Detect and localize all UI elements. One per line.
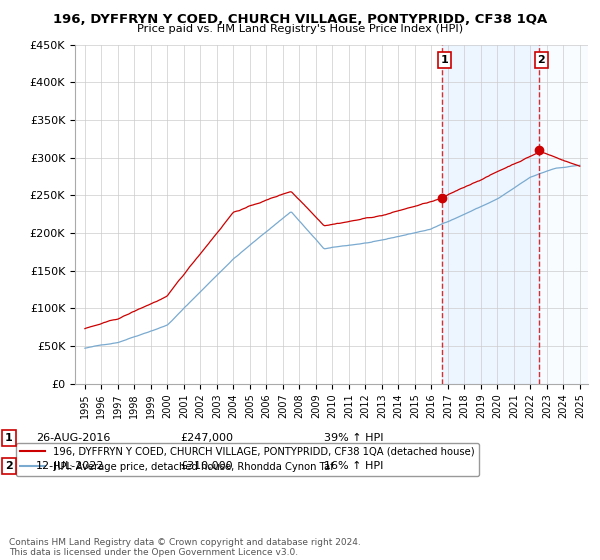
Text: 26-AUG-2016: 26-AUG-2016	[36, 433, 110, 443]
Legend: 196, DYFFRYN Y COED, CHURCH VILLAGE, PONTYPRIDD, CF38 1QA (detached house), HPI:: 196, DYFFRYN Y COED, CHURCH VILLAGE, PON…	[16, 443, 479, 476]
Text: £310,000: £310,000	[180, 461, 233, 471]
Text: 196, DYFFRYN Y COED, CHURCH VILLAGE, PONTYPRIDD, CF38 1QA: 196, DYFFRYN Y COED, CHURCH VILLAGE, PON…	[53, 13, 547, 26]
Text: £247,000: £247,000	[180, 433, 233, 443]
Text: 2: 2	[5, 461, 13, 471]
Bar	[442, 45, 539, 384]
Text: 12-JUL-2022: 12-JUL-2022	[36, 461, 104, 471]
Text: 1: 1	[5, 433, 13, 443]
Text: Price paid vs. HM Land Registry's House Price Index (HPI): Price paid vs. HM Land Registry's House …	[137, 24, 463, 34]
Text: 1: 1	[440, 55, 448, 65]
Text: Contains HM Land Registry data © Crown copyright and database right 2024.
This d: Contains HM Land Registry data © Crown c…	[9, 538, 361, 557]
Text: 39% ↑ HPI: 39% ↑ HPI	[324, 433, 383, 443]
Bar	[539, 45, 588, 384]
Bar	[539, 45, 588, 384]
Text: 2: 2	[538, 55, 545, 65]
Text: 16% ↑ HPI: 16% ↑ HPI	[324, 461, 383, 471]
